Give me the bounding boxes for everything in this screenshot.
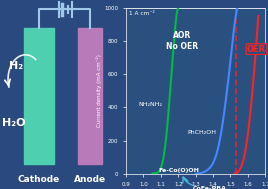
Y-axis label: Current density (mA cm⁻²): Current density (mA cm⁻²) — [96, 54, 102, 127]
Text: H₂: H₂ — [9, 61, 23, 71]
Text: OER: OER — [247, 45, 266, 54]
Bar — [24, 28, 54, 164]
Text: AOR
No OER: AOR No OER — [166, 31, 198, 50]
Text: Fe-Co(O)OH: Fe-Co(O)OH — [158, 168, 199, 173]
Text: PhCH₂OH: PhCH₂OH — [187, 130, 216, 135]
Text: NH₂NH₂: NH₂NH₂ — [138, 101, 162, 107]
Text: 1 A cm⁻²: 1 A cm⁻² — [129, 11, 155, 16]
Bar — [78, 28, 102, 164]
Text: Anode: Anode — [74, 175, 106, 184]
Text: Cathode: Cathode — [18, 175, 60, 184]
Text: CoFe-PBA: CoFe-PBA — [193, 186, 226, 189]
Text: H₂O: H₂O — [2, 118, 25, 128]
